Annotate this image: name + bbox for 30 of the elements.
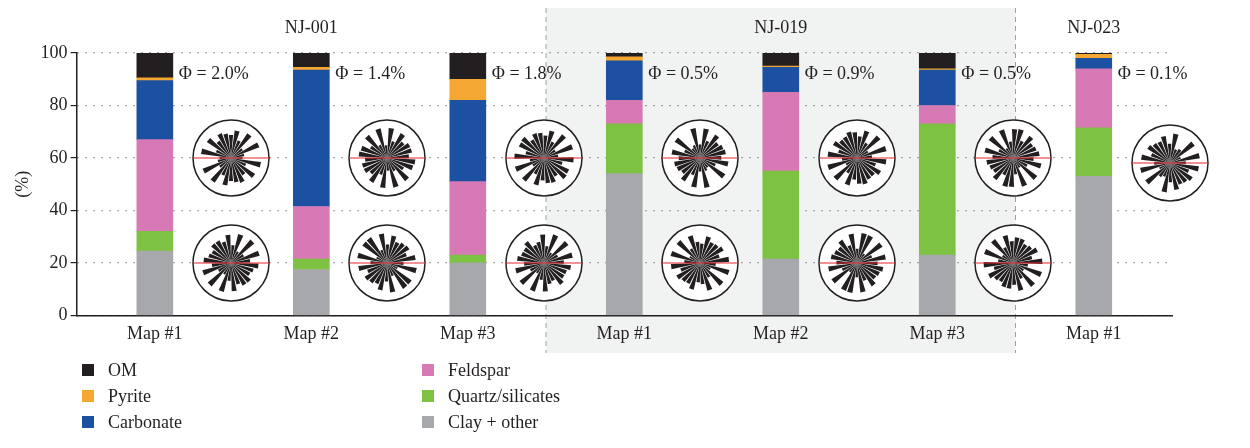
legend-label: Quartz/silicates [448,385,560,407]
y-tick-label: 0 [58,304,68,325]
y-tick-label: 60 [49,146,68,167]
annotation: Φ = 2.0% [178,62,249,83]
x-tick-label: Map #2 [283,322,340,343]
x-tick-label: Map #3 [440,322,496,343]
x-tick-label: Map #3 [909,322,966,343]
text: NJ-019 [754,16,808,37]
legend-label: Pyrite [108,385,151,407]
y-axis-title: (%) [11,170,33,198]
y-tick-label: 100 [40,41,68,62]
annotation: Φ = 1.4% [335,62,406,83]
x-tick-label: Map #1 [1066,322,1122,343]
text: NJ-001 [284,16,338,37]
annotation: Φ = 0.5% [961,62,1032,83]
annotation: Φ = 1.8% [491,62,562,83]
x-tick-label: Map #1 [596,322,653,343]
legend-label: Feldspar [448,359,510,381]
annotation: Φ = 0.1% [1117,62,1188,83]
y-tick-label: 40 [49,199,68,220]
text: NJ-023 [1067,16,1121,37]
legend-label: Carbonate [108,411,182,433]
legend-label: OM [108,359,138,381]
x-tick-label: Map #2 [753,322,809,343]
x-tick-label: Map #1 [127,322,183,343]
y-tick-label: 80 [49,94,68,115]
legend-label: Clay + other [448,411,539,433]
annotation: Φ = 0.5% [648,62,719,83]
annotation: Φ = 0.9% [804,62,875,83]
y-tick-label: 20 [49,251,68,272]
